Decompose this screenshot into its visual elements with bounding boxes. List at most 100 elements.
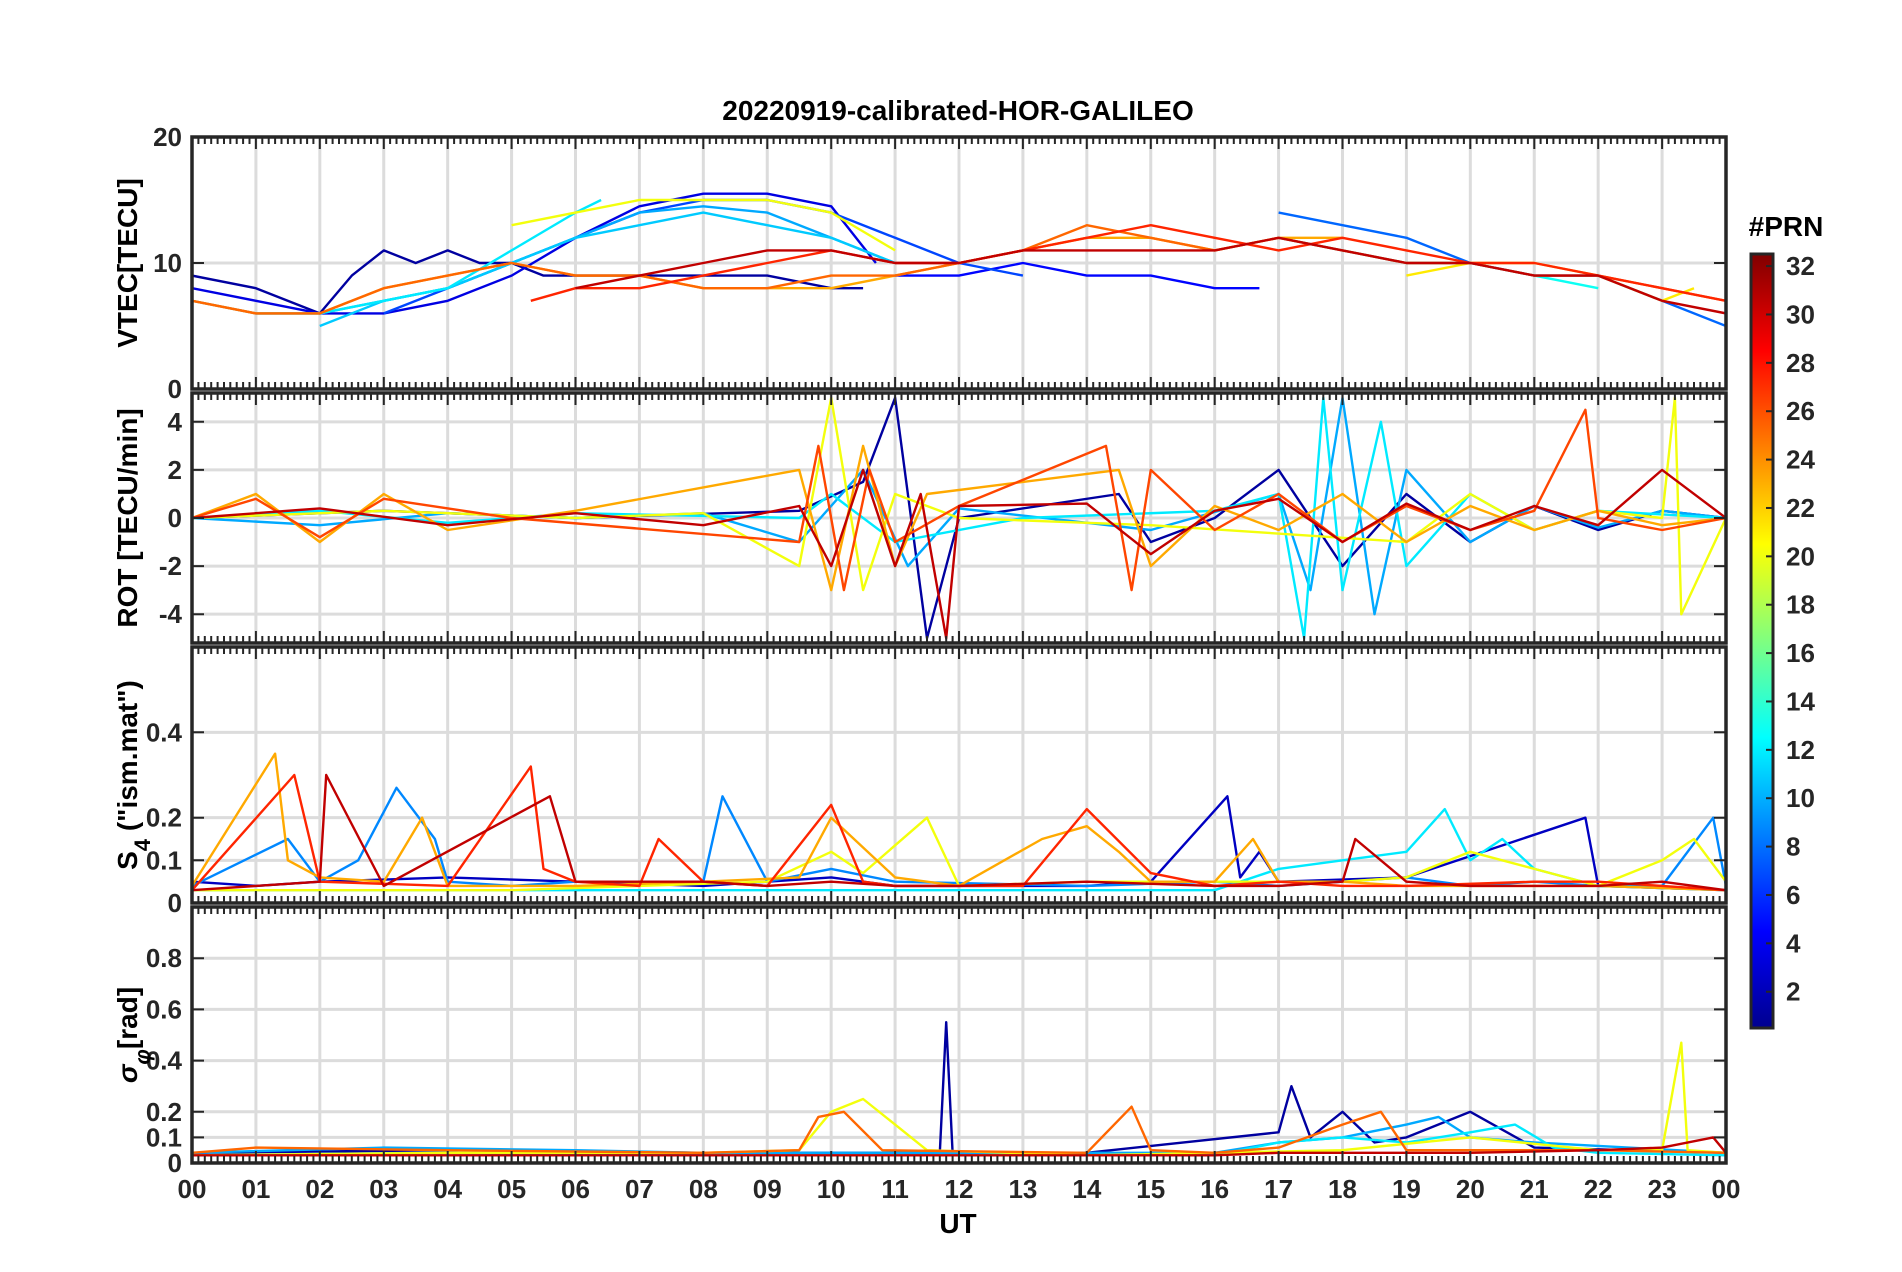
- y-axis-label-main: σ: [112, 1063, 143, 1083]
- colorbar-tick-label: 14: [1786, 686, 1815, 716]
- panel-frame: [190, 391, 1728, 645]
- y-axis-label: S4 ("ism.mat"): [112, 680, 155, 870]
- series-prn-27: [192, 765, 1726, 892]
- colorbar-tick-label: 24: [1786, 445, 1815, 475]
- series-prn-12: [192, 807, 1726, 892]
- x-tick-label: 15: [1136, 1174, 1165, 1204]
- x-axis: 00 01 02 03 04 05 06 07 08 09 10 11 12 13 14 15 16 17 18 19…: [178, 1174, 1741, 1204]
- series-prn-26: [192, 408, 1726, 592]
- series-prn-5: [895, 261, 1260, 290]
- x-tick-label: 22: [1584, 1174, 1613, 1204]
- x-tick-label: 01: [241, 1174, 270, 1204]
- y-tick-label: 0: [168, 374, 182, 404]
- series-prn-27: [530, 223, 1726, 302]
- y-tick-label: 0.6: [146, 994, 182, 1024]
- x-tick-label: 06: [561, 1174, 590, 1204]
- panel-frame: [190, 905, 1728, 1165]
- x-tick-label: 08: [689, 1174, 718, 1204]
- y-axis-label-sub: 4: [130, 838, 155, 851]
- panel-4: 00.10.2 0.4 0.6 0.8 σφ[rad]: [112, 905, 1728, 1178]
- x-tick-label: 16: [1200, 1174, 1229, 1204]
- panel-1: 0 10 20 VTEC[TECU]: [112, 122, 1728, 404]
- series-prn-20: [511, 198, 896, 252]
- series-prn-4: [192, 192, 877, 315]
- x-tick-label: 11: [881, 1174, 909, 1204]
- y-tick-label: 0.2: [146, 803, 182, 833]
- panel-3-series: [192, 752, 1726, 892]
- x-tick-label: 04: [433, 1174, 462, 1204]
- colorbar-tick-label: 20: [1786, 541, 1815, 571]
- colorbar-tick-label: 4: [1786, 928, 1801, 958]
- y-axis-label: σφ[rad]: [112, 987, 155, 1083]
- colorbar-tick-label: 26: [1786, 396, 1815, 426]
- panel-frame: [190, 135, 1728, 391]
- series-prn-30: [575, 236, 1726, 315]
- y-tick-label: 0.1: [146, 845, 182, 875]
- x-tick-label: 02: [305, 1174, 334, 1204]
- colorbar-tick-label: 12: [1786, 735, 1815, 765]
- y-axis-label-rest: [rad]: [112, 987, 143, 1049]
- series-prn-25: [192, 1105, 1726, 1155]
- colorbar-tick-label: 28: [1786, 348, 1815, 378]
- y-tick-label: 10: [153, 248, 182, 278]
- y-axis-label-main: S: [112, 851, 143, 870]
- x-tick-label: 21: [1520, 1174, 1549, 1204]
- y-axis-label: VTEC[TECU]: [112, 178, 143, 348]
- series-prn-2: [192, 249, 864, 315]
- panel-1-series: [192, 192, 1726, 328]
- y-tick-label: 20: [153, 122, 182, 152]
- y-tick-label: 4: [168, 407, 183, 437]
- x-tick-label: 18: [1328, 1174, 1357, 1204]
- x-tick-label: 13: [1008, 1174, 1037, 1204]
- y-tick-label: 0: [168, 888, 182, 918]
- x-tick-label: 03: [369, 1174, 398, 1204]
- y-tick-label: 0.8: [146, 943, 182, 973]
- colorbar-tick-label: 6: [1786, 880, 1800, 910]
- panel-2: -4 -2 0 2 4 ROT [TECU/min]: [112, 391, 1728, 645]
- x-tick-label: 09: [753, 1174, 782, 1204]
- colorbar-tick-label: 16: [1786, 638, 1815, 668]
- x-tick-label: 17: [1264, 1174, 1293, 1204]
- y-axis-label-sub: φ: [130, 1049, 155, 1064]
- x-tick-label: 14: [1072, 1174, 1101, 1204]
- y-tick-label: 0.2: [146, 1097, 182, 1127]
- x-tick-label: 19: [1392, 1174, 1421, 1204]
- y-tick-label: -2: [159, 551, 182, 581]
- series-prn-20: [192, 396, 1726, 616]
- y-ticks: [192, 420, 1726, 616]
- y-tick-label: 0.1: [146, 1122, 182, 1152]
- series-prn-30: [192, 468, 1726, 640]
- colorbar-tick-label: 32: [1786, 251, 1815, 281]
- series-prn-30: [192, 773, 1726, 892]
- y-tick-label: 0.4: [146, 717, 183, 747]
- x-tick-label: 07: [625, 1174, 654, 1204]
- colorbar-title: #PRN: [1749, 211, 1824, 242]
- x-tick-label: 00: [1712, 1174, 1741, 1204]
- colorbar-gradient: [1749, 252, 1775, 1030]
- chart-title: 20220919-calibrated-HOR-GALILEO: [722, 95, 1194, 126]
- x-tick-label: 05: [497, 1174, 526, 1204]
- x-tick-label: 23: [1648, 1174, 1677, 1204]
- y-axis-label: ROT [TECU/min]: [112, 408, 143, 627]
- panel-2-series: [192, 396, 1726, 640]
- colorbar-tick-label: 8: [1786, 832, 1800, 862]
- colorbar-tick-label: 18: [1786, 590, 1815, 620]
- x-tick-label: 10: [817, 1174, 846, 1204]
- panel-frame: [190, 645, 1728, 905]
- colorbar-tick-label: 2: [1786, 977, 1800, 1007]
- x-axis-label: UT: [939, 1208, 976, 1239]
- colorbar-tick-label: 22: [1786, 493, 1815, 523]
- y-tick-label: -4: [159, 599, 183, 629]
- x-tick-label: 20: [1456, 1174, 1485, 1204]
- x-tick-label: 00: [178, 1174, 207, 1204]
- x-tick-label: 12: [945, 1174, 974, 1204]
- y-tick-label: 0: [168, 1148, 182, 1178]
- panel-3: 00.10.20.4S4 ("ism.mat"): [112, 645, 1728, 918]
- y-axis-label-rest: ("ism.mat"): [112, 680, 143, 839]
- y-tick-label: 0.4: [146, 1046, 183, 1076]
- y-tick-label: 0: [168, 503, 182, 533]
